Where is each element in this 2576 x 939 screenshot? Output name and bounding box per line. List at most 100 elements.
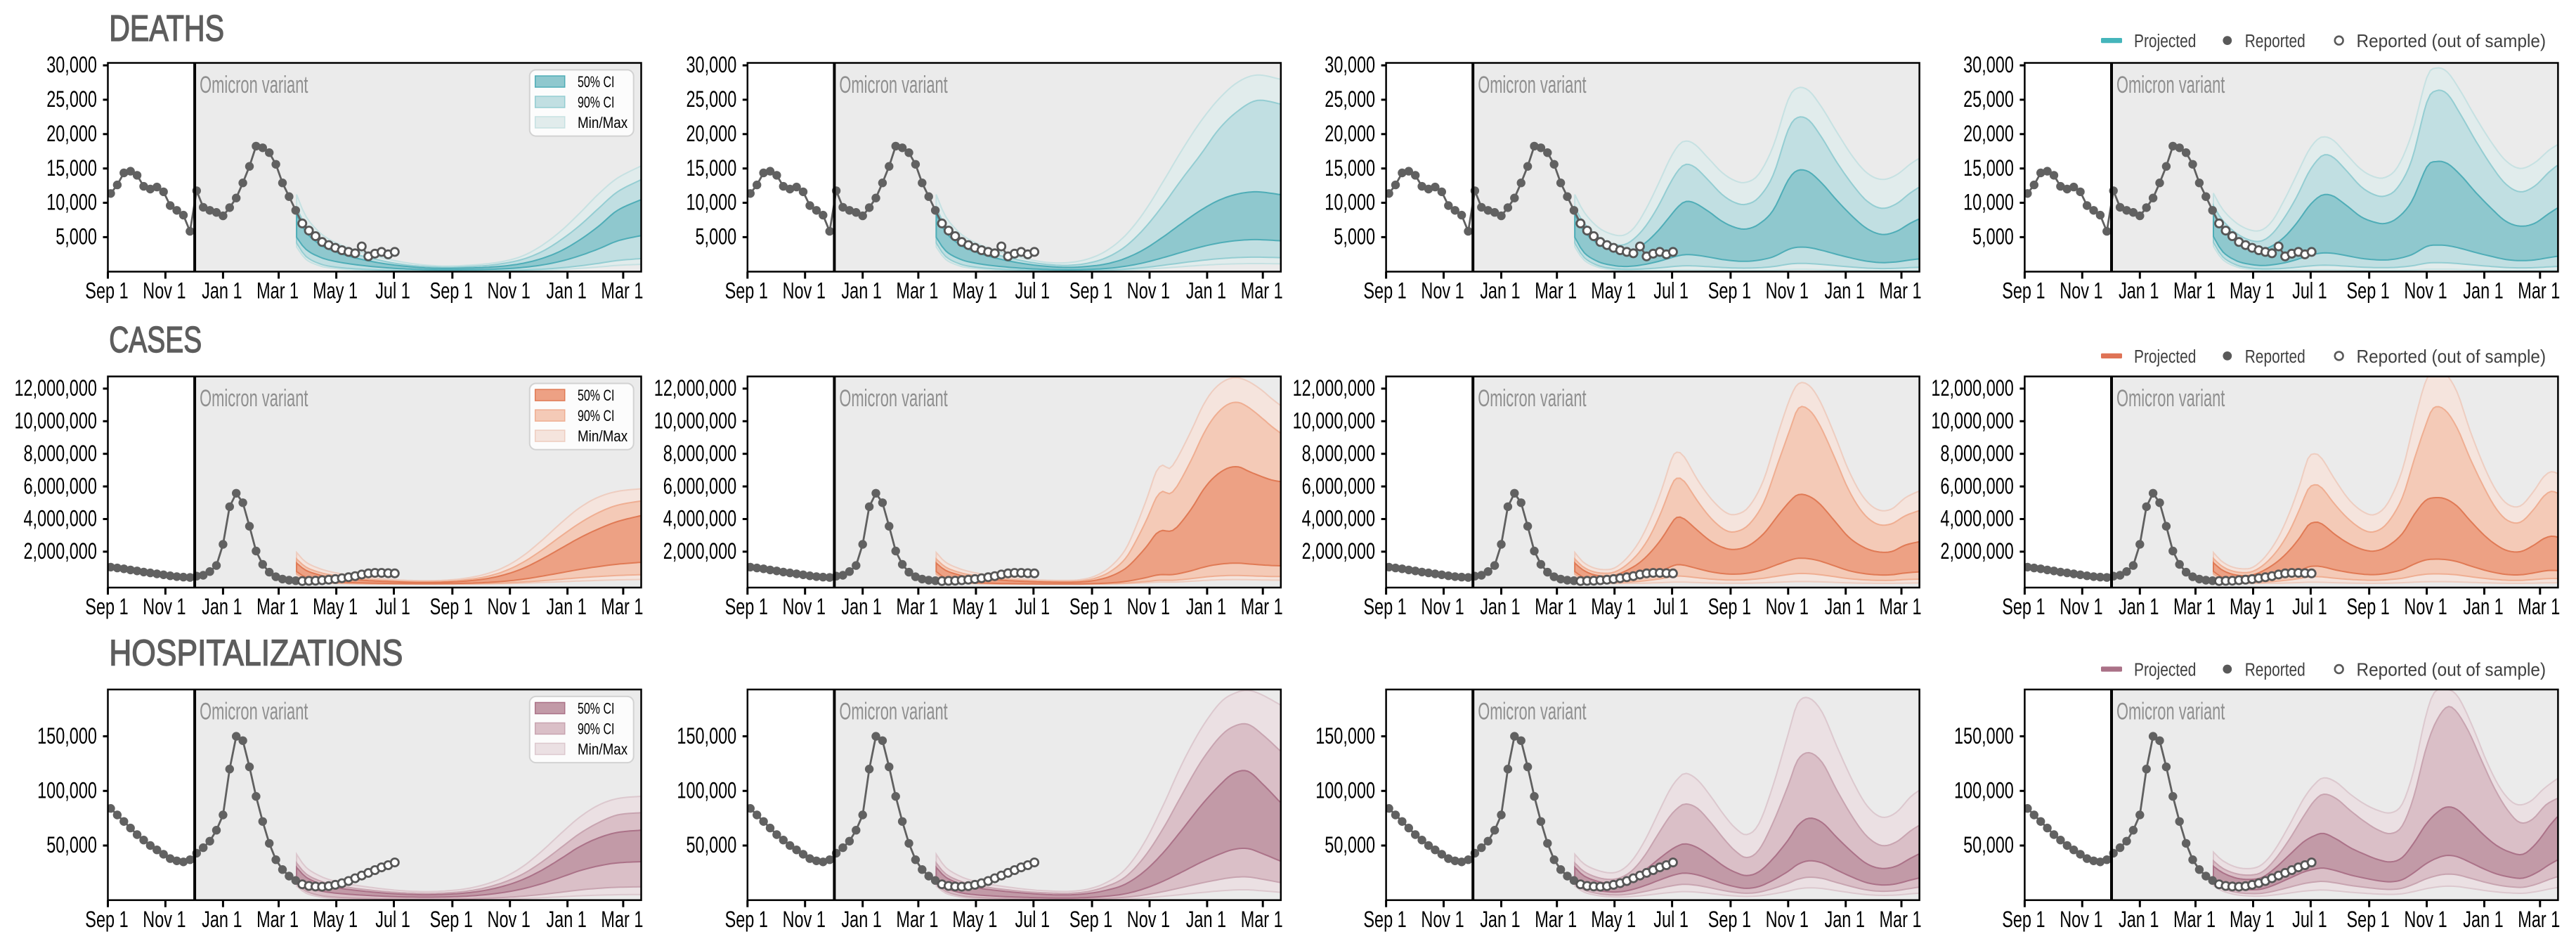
svg-text:Omicron variant: Omicron variant — [200, 385, 308, 412]
svg-text:Nov 1: Nov 1 — [1766, 595, 1809, 619]
svg-text:May 1: May 1 — [952, 278, 997, 303]
svg-text:Sep 1: Sep 1 — [725, 595, 768, 619]
svg-text:30,000: 30,000 — [1963, 53, 2014, 77]
svg-text:Mar 1: Mar 1 — [256, 907, 299, 931]
svg-text:Omicron variant: Omicron variant — [1478, 699, 1586, 725]
svg-text:Mar 1: Mar 1 — [2173, 278, 2216, 303]
svg-text:Sep 1: Sep 1 — [1363, 595, 1406, 619]
svg-text:8,000,000: 8,000,000 — [1940, 441, 2013, 465]
svg-text:Jul 1: Jul 1 — [1653, 278, 1689, 303]
svg-text:8,000,000: 8,000,000 — [663, 441, 736, 465]
svg-text:10,000,000: 10,000,000 — [1293, 408, 1375, 433]
svg-text:May 1: May 1 — [2230, 278, 2275, 303]
svg-text:Projected: Projected — [2134, 32, 2196, 52]
svg-text:10,000,000: 10,000,000 — [1931, 408, 2013, 433]
svg-text:20,000: 20,000 — [46, 121, 97, 145]
svg-text:5,000: 5,000 — [1972, 224, 2014, 249]
svg-text:15,000: 15,000 — [687, 155, 737, 180]
svg-text:Sep 1: Sep 1 — [2002, 595, 2045, 619]
svg-text:Nov 1: Nov 1 — [2060, 595, 2102, 619]
svg-text:Nov 1: Nov 1 — [143, 595, 186, 619]
svg-text:Omicron variant: Omicron variant — [200, 699, 308, 725]
svg-text:Nov 1: Nov 1 — [783, 907, 826, 931]
svg-text:Mar 1: Mar 1 — [1241, 907, 1283, 931]
svg-text:Nov 1: Nov 1 — [1127, 278, 1170, 303]
svg-text:Mar 1: Mar 1 — [601, 278, 643, 303]
svg-text:Nov 1: Nov 1 — [488, 595, 531, 619]
svg-text:Jan 1: Jan 1 — [1480, 278, 1520, 303]
svg-text:DEATHS: DEATHS — [109, 8, 224, 48]
svg-text:Nov 1: Nov 1 — [1421, 278, 1464, 303]
svg-text:CASES: CASES — [109, 318, 202, 360]
svg-text:May 1: May 1 — [952, 907, 997, 931]
svg-text:Mar 1: Mar 1 — [2518, 907, 2560, 931]
svg-text:20,000: 20,000 — [687, 121, 737, 145]
svg-text:Sep 1: Sep 1 — [2002, 278, 2045, 303]
svg-text:Omicron variant: Omicron variant — [839, 385, 947, 412]
svg-text:Omicron variant: Omicron variant — [2116, 385, 2225, 412]
svg-text:12,000,000: 12,000,000 — [1931, 376, 2013, 401]
svg-text:Jan 1: Jan 1 — [546, 278, 586, 303]
svg-text:150,000: 150,000 — [677, 723, 736, 748]
svg-text:May 1: May 1 — [1591, 278, 1636, 303]
svg-text:Jan 1: Jan 1 — [841, 907, 881, 931]
svg-text:Jul 1: Jul 1 — [2292, 907, 2327, 931]
svg-text:Jul 1: Jul 1 — [1015, 595, 1050, 619]
svg-text:Mar 1: Mar 1 — [601, 595, 643, 619]
svg-text:Nov 1: Nov 1 — [2060, 278, 2102, 303]
svg-text:Sep 1: Sep 1 — [430, 907, 473, 931]
svg-text:100,000: 100,000 — [1315, 778, 1375, 803]
svg-text:15,000: 15,000 — [46, 155, 97, 180]
svg-text:10,000: 10,000 — [1963, 190, 2014, 214]
svg-text:Jan 1: Jan 1 — [1825, 907, 1865, 931]
svg-text:Min/Max: Min/Max — [578, 741, 628, 758]
svg-text:Nov 1: Nov 1 — [1127, 595, 1170, 619]
svg-text:2,000,000: 2,000,000 — [1302, 539, 1375, 564]
svg-text:Mar 1: Mar 1 — [601, 907, 643, 931]
svg-text:50% CI: 50% CI — [578, 388, 614, 405]
svg-text:Sep 1: Sep 1 — [1069, 907, 1112, 931]
svg-text:May 1: May 1 — [1591, 907, 1636, 931]
svg-text:6,000,000: 6,000,000 — [663, 474, 736, 498]
svg-text:4,000,000: 4,000,000 — [663, 506, 736, 531]
svg-text:May 1: May 1 — [313, 278, 358, 303]
svg-text:150,000: 150,000 — [1954, 723, 2014, 748]
svg-text:Mar 1: Mar 1 — [256, 278, 299, 303]
svg-text:10,000: 10,000 — [46, 190, 97, 214]
svg-text:90% CI: 90% CI — [578, 721, 614, 738]
svg-text:Sep 1: Sep 1 — [725, 907, 768, 931]
svg-text:Mar 1: Mar 1 — [2518, 278, 2560, 303]
svg-text:Projected: Projected — [2134, 347, 2196, 368]
svg-text:Nov 1: Nov 1 — [1421, 907, 1464, 931]
svg-text:50,000: 50,000 — [46, 833, 97, 857]
svg-text:Mar 1: Mar 1 — [1535, 907, 1577, 931]
svg-text:Jan 1: Jan 1 — [2119, 907, 2159, 931]
svg-text:May 1: May 1 — [313, 907, 358, 931]
svg-text:Min/Max: Min/Max — [578, 115, 628, 132]
svg-text:12,000,000: 12,000,000 — [15, 376, 97, 401]
svg-text:8,000,000: 8,000,000 — [24, 441, 97, 465]
svg-text:10,000: 10,000 — [687, 190, 737, 214]
svg-text:Jul 1: Jul 1 — [375, 907, 410, 931]
svg-text:25,000: 25,000 — [1325, 87, 1375, 112]
svg-text:8,000,000: 8,000,000 — [1302, 441, 1375, 465]
svg-text:Mar 1: Mar 1 — [1880, 595, 1922, 619]
svg-text:Sep 1: Sep 1 — [1363, 907, 1406, 931]
svg-text:Jul 1: Jul 1 — [375, 278, 410, 303]
svg-text:Nov 1: Nov 1 — [2060, 907, 2102, 931]
svg-text:Jul 1: Jul 1 — [1015, 278, 1050, 303]
svg-text:6,000,000: 6,000,000 — [24, 474, 97, 498]
svg-text:30,000: 30,000 — [46, 53, 97, 77]
svg-text:Nov 1: Nov 1 — [143, 907, 186, 931]
svg-text:12,000,000: 12,000,000 — [654, 376, 736, 401]
svg-text:Nov 1: Nov 1 — [488, 278, 531, 303]
svg-text:6,000,000: 6,000,000 — [1302, 474, 1375, 498]
svg-text:HOSPITALIZATIONS: HOSPITALIZATIONS — [109, 633, 403, 673]
svg-text:20,000: 20,000 — [1325, 121, 1375, 145]
svg-text:2,000,000: 2,000,000 — [24, 539, 97, 564]
svg-text:Reported: Reported — [2245, 347, 2305, 368]
svg-text:10,000,000: 10,000,000 — [654, 408, 736, 433]
svg-text:150,000: 150,000 — [37, 723, 97, 748]
svg-text:Jul 1: Jul 1 — [1015, 907, 1050, 931]
svg-text:Sep 1: Sep 1 — [1708, 595, 1751, 619]
